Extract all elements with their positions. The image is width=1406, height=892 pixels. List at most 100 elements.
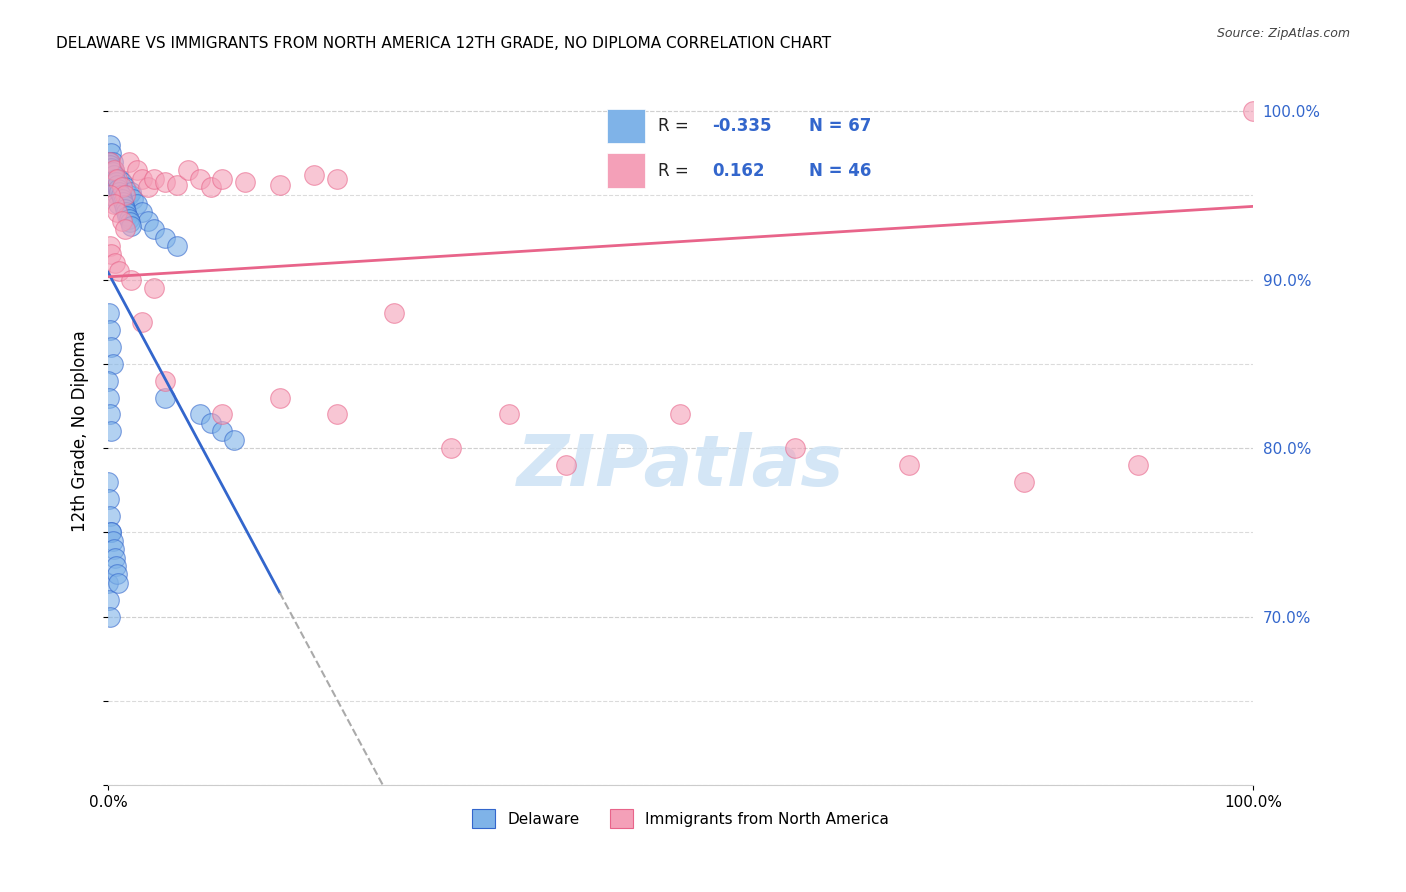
Point <box>98 609 121 624</box>
Point <box>122 192 145 206</box>
Point <box>1012 475 1035 489</box>
Point <box>103 163 125 178</box>
Point <box>105 178 128 193</box>
Point <box>103 163 125 178</box>
Point <box>98 154 121 169</box>
Point <box>100 247 122 261</box>
Point <box>498 408 520 422</box>
Point <box>105 188 128 202</box>
Point <box>111 195 134 210</box>
Point <box>100 424 122 438</box>
Point <box>120 272 142 286</box>
Point <box>120 185 142 199</box>
Point <box>440 441 463 455</box>
Point <box>783 441 806 455</box>
Point <box>98 137 121 152</box>
Text: DELAWARE VS IMMIGRANTS FROM NORTH AMERICA 12TH GRADE, NO DIPLOMA CORRELATION CHA: DELAWARE VS IMMIGRANTS FROM NORTH AMERIC… <box>56 36 831 51</box>
Point <box>101 357 124 371</box>
Point <box>118 215 141 229</box>
Point <box>97 374 120 388</box>
Point <box>188 171 211 186</box>
Point <box>155 374 177 388</box>
Point <box>120 219 142 233</box>
Point <box>114 180 136 194</box>
Point <box>98 306 121 320</box>
Point <box>108 264 131 278</box>
Point <box>112 198 135 212</box>
Point <box>177 163 200 178</box>
Point <box>111 213 134 227</box>
Point <box>98 158 121 172</box>
Point <box>1241 104 1264 119</box>
Point <box>110 188 132 202</box>
Point <box>105 175 128 189</box>
Point <box>326 171 349 186</box>
Point <box>114 188 136 202</box>
Point <box>107 575 129 590</box>
Point <box>98 391 121 405</box>
Point <box>105 205 128 219</box>
Point <box>111 180 134 194</box>
Point <box>235 175 257 189</box>
Point <box>142 222 165 236</box>
Point <box>98 239 121 253</box>
Point <box>669 408 692 422</box>
Point <box>155 175 177 189</box>
Point <box>117 154 139 169</box>
Point <box>104 550 127 565</box>
Point <box>103 196 125 211</box>
Point <box>200 416 222 430</box>
Y-axis label: 12th Grade, No Diploma: 12th Grade, No Diploma <box>72 330 89 533</box>
Point <box>166 239 188 253</box>
Point <box>98 491 121 506</box>
Point <box>104 171 127 186</box>
Point <box>101 165 124 179</box>
Point <box>1128 458 1150 472</box>
Point <box>100 525 122 540</box>
Point <box>97 575 120 590</box>
Point <box>105 180 128 194</box>
Point <box>166 178 188 193</box>
Point <box>108 185 131 199</box>
Point <box>107 181 129 195</box>
Point <box>382 306 405 320</box>
Text: ZIPatlas: ZIPatlas <box>517 432 844 501</box>
Point <box>98 408 121 422</box>
Point <box>269 391 291 405</box>
Point <box>101 154 124 169</box>
Point <box>302 168 325 182</box>
Point <box>555 458 578 472</box>
Point <box>114 202 136 216</box>
Point <box>136 180 159 194</box>
Point <box>105 559 128 574</box>
Point <box>125 196 148 211</box>
Point <box>100 146 122 161</box>
Point <box>98 508 121 523</box>
Point <box>114 222 136 236</box>
Point <box>131 315 153 329</box>
Point <box>211 171 233 186</box>
Point <box>155 230 177 244</box>
Point <box>117 188 139 202</box>
Point <box>200 180 222 194</box>
Point <box>111 175 134 189</box>
Point <box>100 525 122 540</box>
Point <box>125 163 148 178</box>
Point <box>269 178 291 193</box>
Point <box>211 408 233 422</box>
Point <box>131 171 153 186</box>
Legend: Delaware, Immigrants from North America: Delaware, Immigrants from North America <box>465 803 896 834</box>
Point <box>117 211 139 226</box>
Point <box>104 256 127 270</box>
Point <box>100 340 122 354</box>
Point <box>117 209 139 223</box>
Point <box>98 323 121 337</box>
Point <box>142 171 165 186</box>
Point <box>108 171 131 186</box>
Point <box>105 567 128 582</box>
Text: Source: ZipAtlas.com: Source: ZipAtlas.com <box>1216 27 1350 40</box>
Point <box>155 391 177 405</box>
Point <box>104 171 127 186</box>
Point <box>131 205 153 219</box>
Point <box>103 542 125 557</box>
